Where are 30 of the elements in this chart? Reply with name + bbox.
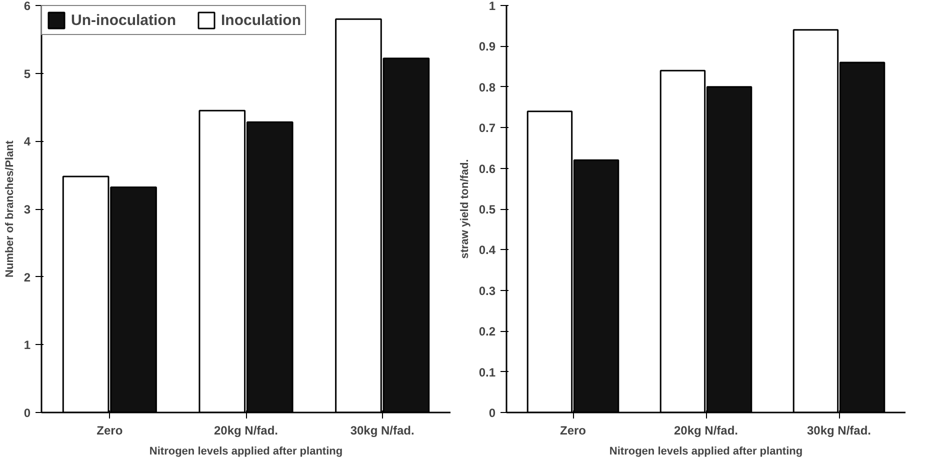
- y-tick-label: 4: [24, 134, 31, 149]
- legend-label: Un-inoculation: [71, 12, 176, 28]
- x-tick-label: 20kg N/fad.: [214, 424, 278, 438]
- y-tick-label: 6: [24, 0, 31, 13]
- y-tick-label: 3: [24, 202, 31, 216]
- y-tick-label: 0.4: [478, 243, 496, 258]
- y-tick-label: 0.7: [478, 121, 496, 136]
- x-axis-title: Nitrogen levels applied after planting: [609, 446, 803, 458]
- legend-label: Inoculation: [221, 12, 301, 28]
- x-tick-label: 20kg N/fad.: [674, 424, 738, 438]
- x-tick-label: Zero: [96, 424, 123, 438]
- y-tick-label: 2: [24, 270, 31, 284]
- y-tick-label: 0.2: [478, 324, 496, 339]
- y-tick-label: 1: [24, 338, 31, 352]
- y-axis-title: straw yield ton/fad.: [458, 159, 471, 259]
- y-axis-title: Number of branches/Plant: [4, 140, 16, 278]
- y-tick-label: 0.1: [478, 365, 496, 380]
- y-tick-label: 5: [24, 66, 31, 81]
- y-tick-label: 0: [488, 406, 496, 420]
- x-axis-title: Nitrogen levels applied after planting: [149, 446, 343, 458]
- y-tick-label: 1: [488, 0, 496, 13]
- x-tick-label: Zero: [560, 424, 586, 438]
- y-tick-label: 0.8: [478, 80, 496, 94]
- x-tick-label: 30kg N/fad.: [350, 424, 414, 438]
- x-tick-label: 30kg N/fad.: [806, 424, 872, 438]
- y-tick-label: 0: [24, 406, 31, 420]
- y-tick-label: 0.3: [478, 284, 496, 298]
- y-tick-label: 0.5: [478, 202, 496, 216]
- y-tick-label: 0.9: [478, 40, 496, 54]
- y-tick-label: 0.6: [478, 162, 496, 176]
